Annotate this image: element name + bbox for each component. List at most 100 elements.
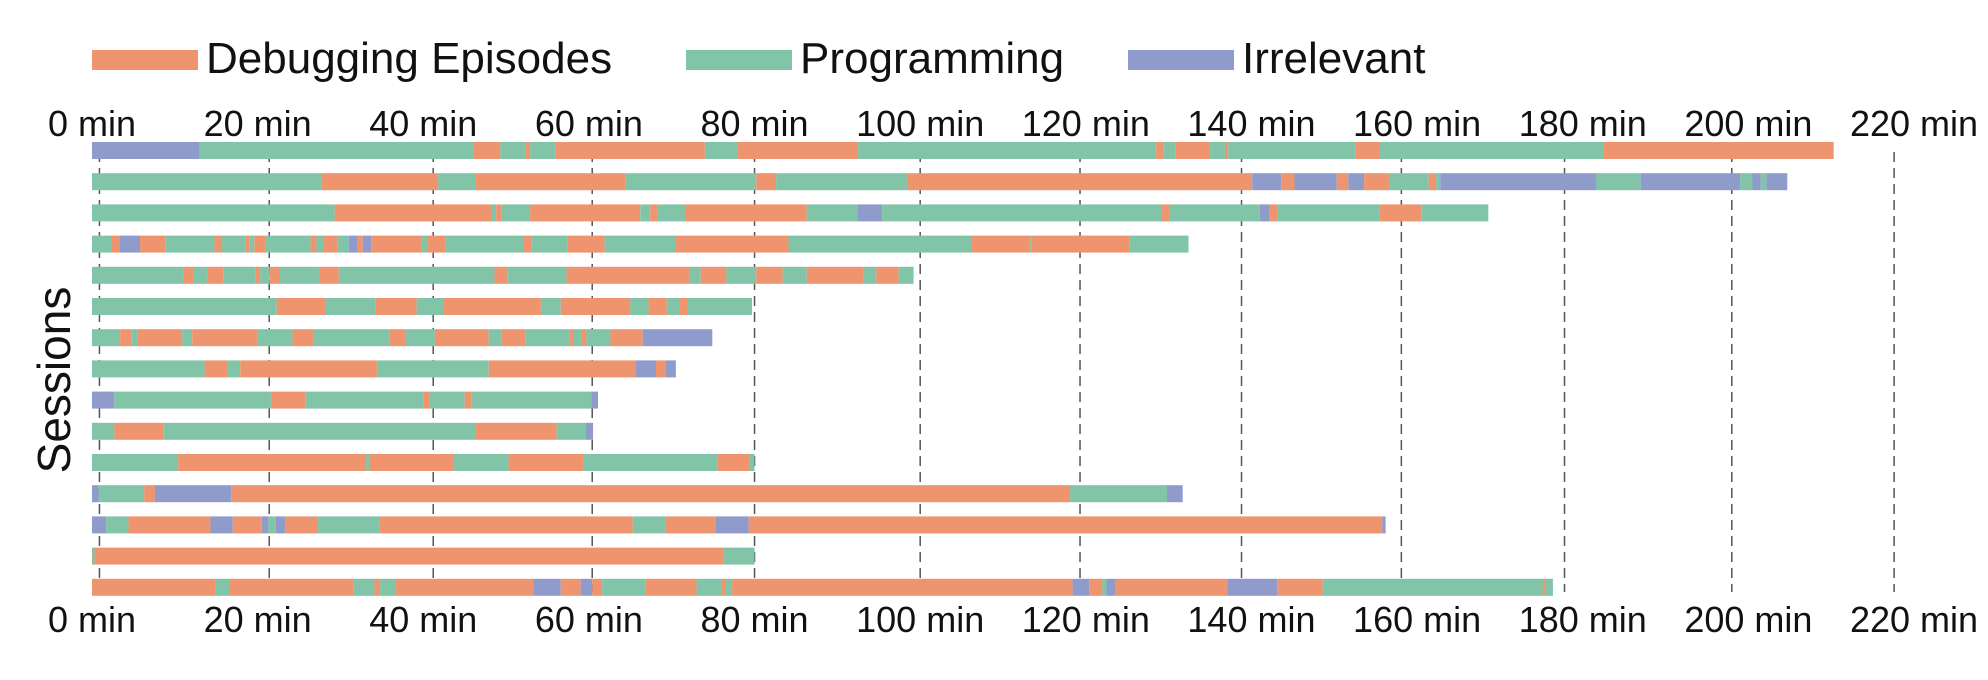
segment-5-22 [876, 266, 899, 284]
segment-7-7 [257, 329, 293, 347]
segment-1-6 [530, 142, 556, 159]
segment-13-5 [232, 516, 262, 534]
segment-4-20 [421, 235, 428, 253]
segment-15-5 [374, 578, 381, 596]
segment-5-5 [223, 266, 256, 284]
session-row-9 [92, 391, 599, 409]
segment-3-17 [1269, 204, 1278, 222]
segment-4-4 [140, 235, 166, 253]
legend-label-2: Irrelevant [1242, 34, 1425, 83]
segment-5-11 [338, 266, 495, 284]
bottom-tick-10: 200 min [1684, 599, 1812, 640]
segment-13-13 [665, 516, 716, 534]
segment-12-5 [231, 485, 1071, 503]
segment-4-17 [357, 235, 363, 253]
segment-12-7 [1166, 485, 1183, 503]
segment-5-18 [756, 266, 783, 284]
segment-2-15 [1388, 173, 1429, 191]
segment-15-17 [732, 578, 1073, 596]
segment-5-2 [183, 266, 194, 284]
segment-7-21 [642, 329, 713, 347]
segment-8-4 [240, 360, 377, 378]
segment-15-6 [380, 578, 396, 596]
segment-15-7 [395, 578, 534, 596]
segment-2-18 [1440, 173, 1596, 191]
segment-6-6 [443, 298, 541, 315]
segment-9-1 [92, 391, 115, 409]
session-row-7 [92, 329, 713, 347]
segment-15-15 [721, 578, 726, 596]
segment-6-5 [416, 298, 444, 315]
segment-15-14 [696, 578, 722, 596]
segment-5-10 [318, 266, 339, 284]
top-tick-6: 120 min [1022, 103, 1150, 144]
segment-9-3 [270, 391, 306, 409]
segment-5-14 [566, 266, 690, 284]
segment-5-19 [782, 266, 807, 284]
segment-3-4 [496, 204, 502, 222]
legend-swatch-0 [92, 50, 198, 70]
segment-2-13 [1348, 173, 1365, 191]
segment-2-5 [625, 173, 757, 191]
segment-4-26 [604, 235, 676, 253]
segment-7-14 [501, 329, 526, 347]
segment-9-9 [591, 391, 599, 409]
segment-5-17 [726, 266, 757, 284]
segment-7-9 [313, 329, 390, 347]
segment-5-1 [92, 266, 184, 284]
segment-4-5 [165, 235, 215, 253]
segment-3-2 [334, 204, 493, 222]
segment-9-4 [305, 391, 424, 409]
segment-13-12 [632, 516, 666, 534]
segment-15-22 [1115, 578, 1228, 596]
segment-8-3 [227, 360, 241, 378]
segment-11-1 [92, 454, 179, 471]
segment-12-1 [92, 485, 99, 503]
segment-4-22 [445, 235, 524, 253]
legend-label-1: Programming [800, 34, 1064, 83]
segment-9-2 [114, 391, 271, 409]
segment-15-11 [592, 578, 603, 596]
segment-7-5 [182, 329, 193, 347]
segment-3-10 [684, 204, 807, 222]
segment-1-17 [1355, 142, 1379, 159]
segment-8-2 [204, 360, 228, 378]
segment-4-1 [92, 235, 112, 253]
segment-3-14 [1162, 204, 1170, 222]
segment-8-5 [376, 360, 489, 378]
segment-13-16 [1382, 516, 1386, 534]
segment-4-11 [265, 235, 311, 253]
segment-4-14 [323, 235, 338, 253]
segment-2-24 [1766, 173, 1788, 191]
segment-15-26 [1542, 578, 1546, 596]
segment-3-18 [1277, 204, 1380, 222]
segment-15-12 [602, 578, 646, 596]
bottom-tick-9: 180 min [1519, 599, 1647, 640]
segment-1-3 [472, 142, 501, 159]
segment-5-4 [207, 266, 224, 284]
segment-4-12 [310, 235, 317, 253]
segment-15-24 [1277, 578, 1323, 596]
bottom-tick-3: 60 min [535, 599, 643, 640]
segment-3-7 [640, 204, 651, 222]
segment-12-4 [154, 485, 232, 503]
segment-3-16 [1259, 204, 1270, 222]
segment-4-9 [249, 235, 255, 253]
segment-1-13 [1175, 142, 1211, 159]
segment-2-16 [1428, 173, 1437, 191]
segment-11-5 [453, 454, 509, 471]
segment-8-9 [665, 360, 676, 378]
segment-15-16 [725, 578, 733, 596]
session-row-1 [92, 142, 1834, 159]
session-row-6 [92, 298, 753, 315]
segment-6-1 [92, 298, 277, 315]
segment-11-3 [366, 454, 370, 471]
segment-7-17 [574, 329, 582, 347]
segment-8-7 [635, 360, 656, 378]
segment-7-18 [581, 329, 587, 347]
segment-4-3 [119, 235, 141, 253]
segment-7-6 [192, 329, 258, 347]
segment-3-6 [530, 204, 641, 222]
segment-1-8 [704, 142, 738, 159]
segment-15-13 [645, 578, 697, 596]
